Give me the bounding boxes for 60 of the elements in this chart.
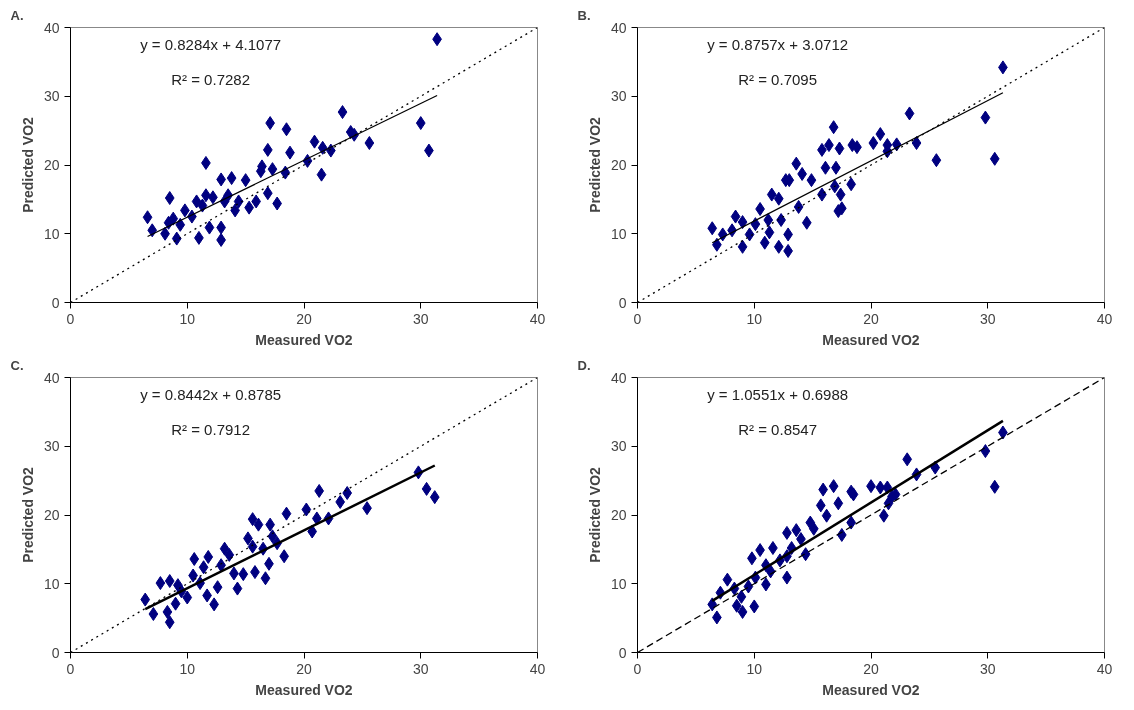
y-tick-label: 10: [610, 225, 627, 242]
annotation: R² = 0.7095: [738, 71, 818, 89]
y-tick-label: 30: [610, 438, 627, 455]
x-tick-label: 20: [863, 310, 879, 327]
y-axis-title: Predicted VO2: [19, 466, 36, 563]
y-tick-label: 40: [610, 369, 627, 386]
chart-title: D.: [577, 357, 591, 373]
x-axis-title: Measured VO2: [822, 331, 920, 348]
x-tick-label: 0: [66, 310, 75, 327]
y-tick-label: 20: [610, 157, 627, 173]
x-tick-label: 30: [979, 660, 996, 677]
y-tick-label: 30: [43, 438, 60, 455]
x-tick-label: 30: [979, 310, 996, 327]
y-tick-label: 40: [43, 369, 60, 386]
y-axis-title: Predicted VO2: [586, 466, 603, 563]
y-tick-label: 10: [43, 575, 60, 592]
y-tick-label: 30: [43, 88, 60, 105]
x-axis-title: Measured VO2: [255, 681, 353, 698]
x-tick-label: 40: [1096, 660, 1113, 677]
y-tick-label: 20: [43, 507, 60, 523]
x-tick-label: 0: [66, 660, 75, 677]
x-axis-title: Measured VO2: [822, 681, 920, 698]
annotation: y = 1.0551x + 0.6988: [707, 385, 849, 403]
y-tick-label: 20: [43, 157, 60, 173]
x-tick-label: 0: [633, 660, 642, 677]
y-tick-label: 10: [610, 575, 627, 592]
y-tick-label: 0: [618, 294, 627, 311]
x-tick-label: 10: [746, 660, 763, 677]
chart-title: B.: [577, 7, 591, 23]
chart-title: C.: [10, 357, 24, 373]
y-axis-title: Predicted VO2: [586, 116, 603, 213]
x-tick-label: 10: [179, 310, 196, 327]
x-tick-label: 30: [412, 310, 429, 327]
y-tick-label: 0: [618, 644, 627, 661]
y-tick-label: 40: [43, 19, 60, 36]
x-tick-label: 40: [1096, 310, 1113, 327]
x-tick-label: 40: [529, 660, 546, 677]
x-tick-label: 20: [296, 310, 312, 327]
x-tick-label: 20: [863, 660, 879, 677]
annotation: R² = 0.7282: [171, 71, 251, 89]
x-axis-title: Measured VO2: [255, 331, 353, 348]
x-tick-label: 10: [179, 660, 196, 677]
annotation: y = 0.8442x + 0.8785: [140, 385, 282, 403]
annotation: R² = 0.8547: [738, 421, 818, 439]
annotation: y = 0.8757x + 3.0712: [707, 35, 849, 53]
x-tick-label: 0: [633, 310, 642, 327]
x-tick-label: 30: [412, 660, 429, 677]
y-tick-label: 0: [51, 644, 60, 661]
y-tick-label: 30: [610, 88, 627, 105]
x-tick-label: 10: [746, 310, 763, 327]
y-tick-label: 40: [610, 19, 627, 36]
y-tick-label: 20: [610, 507, 627, 523]
x-tick-label: 20: [296, 660, 312, 677]
x-tick-label: 40: [529, 310, 546, 327]
chart-title: A.: [10, 7, 24, 23]
annotation: R² = 0.7912: [171, 421, 251, 439]
y-tick-label: 10: [43, 225, 60, 242]
y-tick-label: 0: [51, 294, 60, 311]
annotation: y = 0.8284x + 4.1077: [140, 35, 282, 53]
y-axis-title: Predicted VO2: [19, 116, 36, 213]
